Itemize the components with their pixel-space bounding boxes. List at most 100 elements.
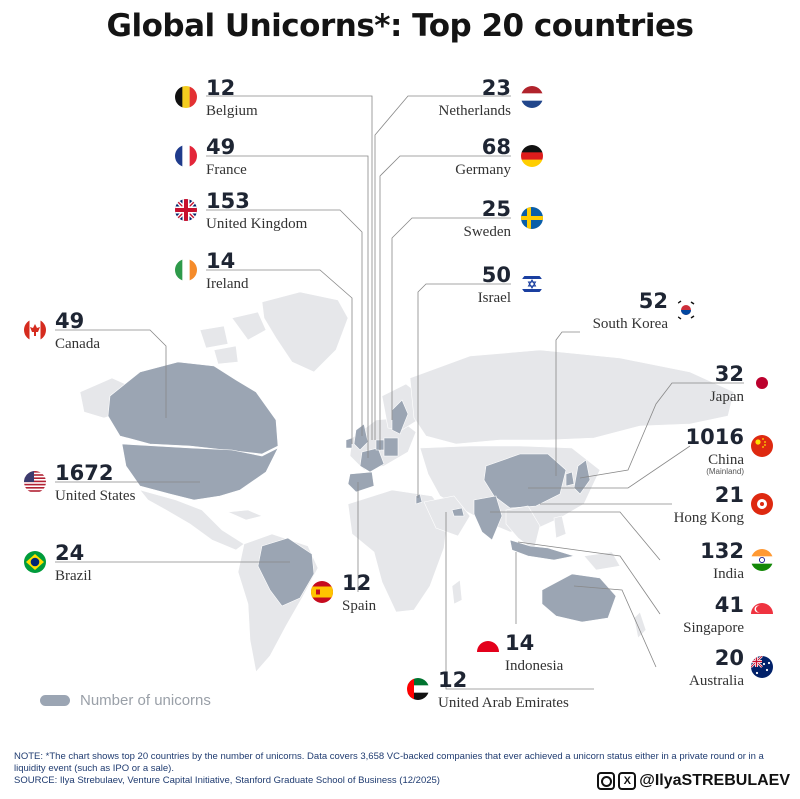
value-label-france: 49	[206, 135, 235, 159]
note-text: NOTE: *The chart shows top 20 countries …	[14, 751, 764, 774]
united-states-flag-icon	[24, 471, 46, 493]
brazil-flag-icon	[24, 551, 46, 573]
leader-line-netherlands	[374, 95, 511, 440]
country-label-united-states: United States	[55, 488, 136, 504]
country-label-united-kingdom: United Kingdom	[206, 216, 308, 232]
map-region-sweden	[391, 399, 409, 435]
country-label-belgium: Belgium	[206, 103, 258, 119]
source-text: SOURCE: Ilya Strebulaev, Venture Capital…	[14, 775, 440, 786]
map-region-greenland	[261, 291, 349, 373]
map-region-china	[483, 453, 567, 509]
chart-title: Global Unicorns*: Top 20 countries	[106, 8, 694, 44]
indonesia-flag-icon	[477, 641, 499, 663]
map-region-usa	[121, 443, 279, 501]
instagram-icon[interactable]	[597, 772, 616, 790]
country-label-netherlands: Netherlands	[439, 103, 512, 119]
leader-line-australia	[573, 585, 657, 668]
map-region-russia	[409, 349, 735, 445]
value-label-israel: 50	[482, 263, 511, 287]
country-label-japan: Japan	[710, 389, 745, 405]
value-label-indonesia: 14	[505, 631, 534, 655]
world-map	[79, 291, 735, 673]
uk-flag-icon	[175, 199, 197, 221]
value-label-hong-kong: 21	[715, 483, 744, 507]
value-label-india: 132	[700, 539, 744, 563]
value-label-spain: 12	[342, 571, 371, 595]
map-region-papua	[583, 551, 621, 571]
value-label-united-kingdom: 153	[206, 189, 250, 213]
leader-line-france	[206, 155, 369, 458]
country-label-united-arab-emirates: United Arab Emirates	[438, 695, 569, 711]
leader-line-india	[490, 511, 661, 561]
map-region-arabia	[423, 495, 471, 537]
map-region-philippines	[553, 515, 567, 539]
uae-flag-icon	[407, 678, 429, 700]
map-region-indonesia	[509, 539, 575, 561]
map-region-france	[359, 447, 385, 473]
country-label-australia: Australia	[689, 673, 744, 689]
map-region-africa	[347, 489, 449, 613]
country-label-sweden: Sweden	[464, 224, 512, 240]
map-region-germany	[383, 437, 399, 457]
value-label-south-korea: 52	[639, 289, 668, 313]
map-region-caribbean	[226, 509, 263, 521]
hong-kong-flag-icon	[751, 493, 773, 515]
south-korea-flag-icon	[675, 299, 697, 321]
leader-line-united-kingdom	[206, 209, 363, 436]
value-label-germany: 68	[482, 135, 511, 159]
germany-flag-icon	[521, 145, 543, 167]
country-label-hong-kong: Hong Kong	[674, 510, 745, 526]
sweden-flag-icon	[521, 207, 543, 229]
value-label-sweden: 25	[482, 197, 511, 221]
canada-flag-icon	[24, 319, 46, 341]
country-label-spain: Spain	[342, 598, 377, 614]
country-label-ireland: Ireland	[206, 276, 249, 292]
value-label-united-states: 1672	[55, 461, 113, 485]
country-label-germany: Germany	[455, 162, 511, 178]
map-region-japan	[573, 459, 591, 495]
leader-line-sweden	[391, 217, 511, 420]
china-flag-icon	[751, 435, 773, 457]
leader-line-singapore	[517, 541, 661, 615]
country-label-china: China	[708, 452, 744, 468]
leader-lines	[55, 95, 744, 690]
map-region-brazil	[257, 537, 315, 607]
map-region-arctic-islands	[199, 311, 267, 365]
country-label-indonesia: Indonesia	[505, 658, 564, 674]
brand-handle[interactable]: @IlyaSTREBULAEV	[639, 772, 790, 789]
country-label-brazil: Brazil	[55, 568, 92, 584]
value-label-netherlands: 23	[482, 76, 511, 100]
leader-line-belgium	[206, 95, 373, 440]
belgium-flag-icon	[175, 86, 197, 108]
australia-flag-icon	[751, 656, 773, 678]
country-label-canada: Canada	[55, 336, 100, 352]
leader-line-japan	[579, 382, 744, 479]
netherlands-flag-icon	[521, 86, 543, 108]
map-region-uk	[353, 423, 369, 451]
country-label-france: France	[206, 162, 247, 178]
map-region-uae	[451, 507, 465, 517]
map-region-new-zealand	[633, 611, 647, 639]
value-label-belgium: 12	[206, 76, 235, 100]
footnote: NOTE: *The chart shows top 20 countries …	[14, 751, 794, 787]
country-label-israel: Israel	[478, 290, 511, 306]
leader-line-germany	[379, 155, 511, 450]
japan-flag-icon	[751, 372, 773, 394]
ireland-flag-icon	[175, 259, 197, 281]
value-label-australia: 20	[715, 646, 744, 670]
india-flag-icon	[751, 549, 773, 571]
country-label-south-korea: South Korea	[593, 316, 669, 332]
value-label-brazil: 24	[55, 541, 84, 565]
brand: X @IlyaSTREBULAEV	[597, 772, 790, 790]
value-label-china: 1016	[686, 425, 744, 449]
country-sublabel-china: (Mainland)	[706, 467, 744, 476]
map-region-australia	[541, 573, 617, 623]
leader-line-china	[528, 445, 691, 489]
legend-swatch	[40, 695, 70, 706]
flags	[24, 86, 773, 700]
france-flag-icon	[175, 145, 197, 167]
value-label-united-arab-emirates: 12	[438, 668, 467, 692]
x-icon[interactable]: X	[618, 772, 637, 790]
israel-flag-icon	[521, 273, 543, 295]
